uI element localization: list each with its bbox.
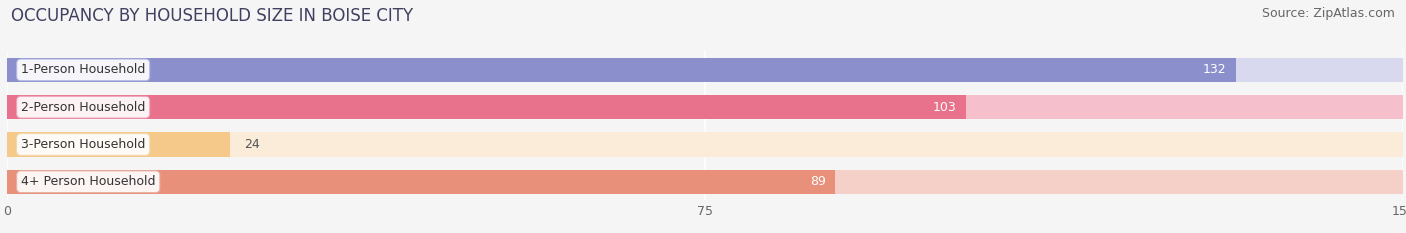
Bar [7, 58, 1403, 82]
Bar [7, 95, 966, 119]
Text: Source: ZipAtlas.com: Source: ZipAtlas.com [1261, 7, 1395, 20]
Text: 89: 89 [810, 175, 827, 188]
Text: 4+ Person Household: 4+ Person Household [21, 175, 156, 188]
Text: 1-Person Household: 1-Person Household [21, 63, 145, 76]
Text: OCCUPANCY BY HOUSEHOLD SIZE IN BOISE CITY: OCCUPANCY BY HOUSEHOLD SIZE IN BOISE CIT… [11, 7, 413, 25]
Text: 103: 103 [932, 101, 956, 114]
Text: 2-Person Household: 2-Person Household [21, 101, 145, 114]
Bar [7, 170, 835, 194]
Text: 24: 24 [245, 138, 260, 151]
Bar [7, 132, 1403, 157]
Bar [7, 58, 1236, 82]
Bar [7, 170, 1403, 194]
Bar [7, 95, 1403, 119]
Text: 132: 132 [1202, 63, 1226, 76]
Bar [7, 132, 231, 157]
Text: 3-Person Household: 3-Person Household [21, 138, 145, 151]
